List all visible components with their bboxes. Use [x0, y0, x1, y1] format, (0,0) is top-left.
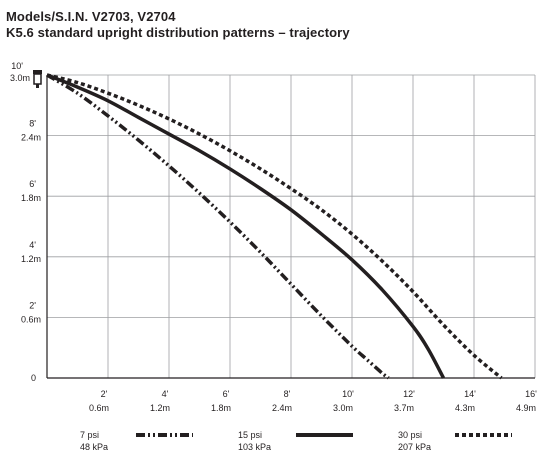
series-lines: [46, 73, 503, 380]
sprinkler-frame: [33, 73, 42, 85]
y-tick-label: 8': [29, 119, 36, 129]
chart-title: Models/S.I.N. V2703, V2704: [6, 9, 176, 24]
y-tick-metric-label: 1.8m: [21, 193, 41, 203]
y-tick-metric-label: 1.2m: [21, 254, 41, 264]
y-tick-label: 6': [29, 179, 36, 189]
x-tick-metric-label: 2.4m: [272, 403, 292, 413]
legend-label: 7 psi: [80, 430, 99, 440]
sprinkler-head-icon: [33, 70, 42, 88]
x-tick-label: 6': [223, 389, 230, 399]
sprinkler-body: [36, 84, 39, 88]
chart-subtitle: K5.6 standard upright distribution patte…: [6, 25, 350, 40]
series-line-15-psi: [46, 73, 446, 379]
chart-grid: [47, 74, 536, 379]
x-tick-label: 16': [525, 389, 537, 399]
legend-metric-label: 207 kPa: [398, 442, 431, 452]
legend-label: 15 psi: [238, 430, 262, 440]
chart-axes: [46, 75, 535, 379]
y-tick-metric-label: 0.6m: [21, 314, 41, 324]
legend-label: 30 psi: [398, 430, 422, 440]
legend-metric-label: 103 kPa: [238, 442, 271, 452]
chart-legend: 7 psi 48 kPa 15 psi 103 kPa 30 psi 207 kPa: [80, 430, 512, 452]
x-tick-label: 10': [342, 389, 354, 399]
x-tick-metric-label: 1.2m: [150, 403, 170, 413]
x-tick-label: 4': [162, 389, 169, 399]
x-tick-label: 2': [101, 389, 108, 399]
tick-labels: 2' 0.6m 4' 1.2m 6' 1.8m 8' 2.4m 10' 3.0m 12' 3.7m 14…: [10, 61, 537, 413]
sprinkler-deflector: [33, 70, 42, 74]
x-tick-metric-label: 3.7m: [394, 403, 414, 413]
y-tick-metric-label: 3.0m: [10, 73, 30, 83]
y-tick-label: 2': [29, 300, 36, 310]
y-tick-label: 4': [29, 240, 36, 250]
x-tick-label: 14': [464, 389, 476, 399]
x-tick-label: 12': [403, 389, 415, 399]
y-tick-label: 0: [31, 373, 36, 383]
series-line-7-psi: [46, 73, 390, 380]
legend-metric-label: 48 kPa: [80, 442, 108, 452]
x-tick-metric-label: 0.6m: [89, 403, 109, 413]
series-line-30-psi: [46, 73, 503, 380]
y-tick-label: 10': [11, 61, 23, 71]
x-tick-metric-label: 4.3m: [455, 403, 475, 413]
y-tick-metric-label: 2.4m: [21, 133, 41, 143]
x-tick-metric-label: 4.9m: [516, 403, 536, 413]
x-tick-metric-label: 1.8m: [211, 403, 231, 413]
x-tick-label: 8': [284, 389, 291, 399]
x-tick-metric-label: 3.0m: [333, 403, 353, 413]
